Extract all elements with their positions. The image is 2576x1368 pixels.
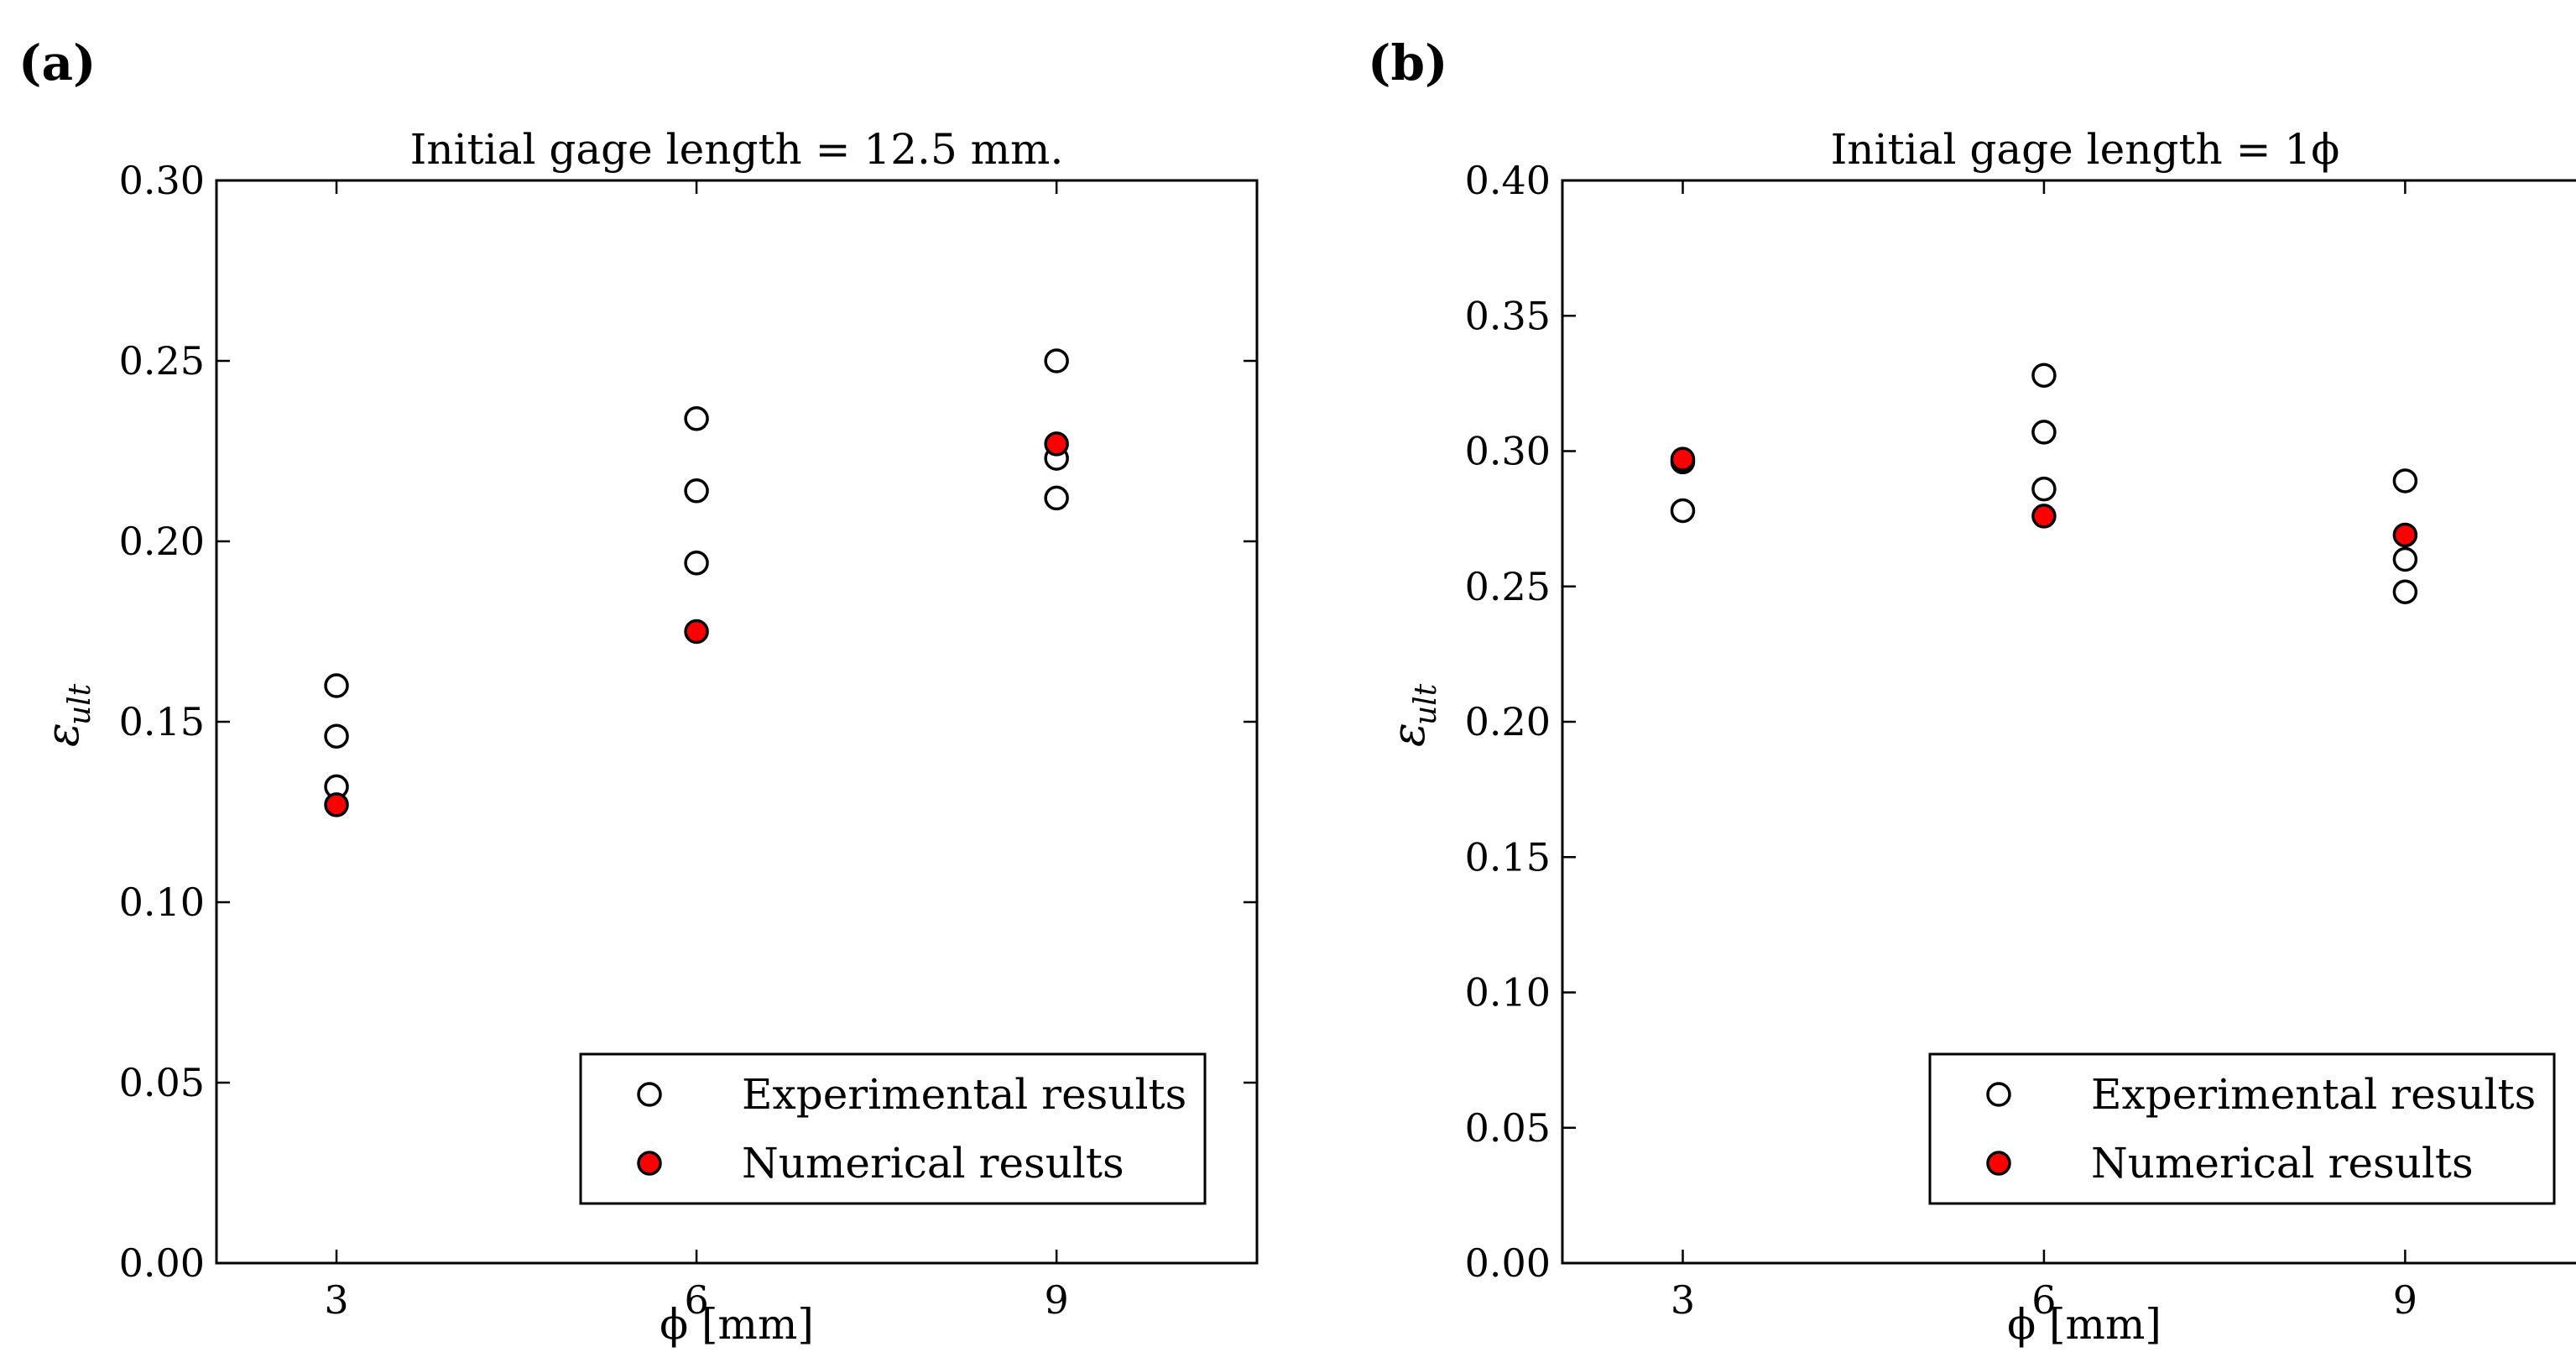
legend-marker bbox=[1986, 1082, 2011, 1107]
y-tick-label: 0.40 bbox=[1465, 158, 1551, 203]
y-tick-label: 0.25 bbox=[119, 338, 205, 384]
y-axis-symbol: ε bbox=[36, 723, 89, 747]
numerical-point bbox=[2031, 504, 2057, 529]
legend-label: Experimental results bbox=[742, 1070, 1186, 1119]
y-tick-label: 0.15 bbox=[1465, 834, 1551, 880]
chart-panel-b: (b) Initial gage length = 1ϕ 0.00 0.05 0.10 0… bbox=[1368, 34, 2576, 1349]
numerical-point bbox=[324, 792, 349, 817]
x-tick-label: 6 bbox=[684, 1277, 708, 1323]
chart-panel-a: (a) Initial gage length = 12.5 mm. 0.00 0.0… bbox=[18, 34, 1259, 1349]
experimental-point bbox=[2392, 468, 2418, 493]
x-tick-label: 9 bbox=[1045, 1277, 1069, 1323]
y-tick-label: 0.20 bbox=[1465, 699, 1551, 744]
y-axis-subscript: ult bbox=[1409, 683, 1443, 725]
y-tick-label: 0.00 bbox=[119, 1240, 205, 1286]
y-tick-label: 0.05 bbox=[1465, 1105, 1551, 1151]
y-tick-label: 0.30 bbox=[1465, 429, 1551, 474]
y-tick-label: 0.00 bbox=[1465, 1240, 1551, 1286]
x-tick-label: 3 bbox=[324, 1277, 348, 1323]
y-tick-label: 0.30 bbox=[119, 158, 205, 203]
legend-label: Numerical results bbox=[742, 1139, 1124, 1188]
x-tick-label: 6 bbox=[2031, 1277, 2056, 1323]
y-tick-label: 0.25 bbox=[1465, 564, 1551, 609]
experimental-point bbox=[2392, 579, 2418, 604]
experimental-point bbox=[684, 406, 709, 431]
legend-box bbox=[579, 1052, 1207, 1205]
numerical-point bbox=[1044, 431, 1069, 457]
legend-marker bbox=[637, 1082, 662, 1107]
numerical-point bbox=[684, 619, 709, 645]
numerical-point bbox=[2392, 522, 2418, 548]
y-tick-label: 0.10 bbox=[1465, 970, 1551, 1016]
y-tick-label: 0.10 bbox=[119, 880, 205, 925]
experimental-point bbox=[1044, 348, 1069, 373]
chart-title: Initial gage length = 1ϕ bbox=[1831, 125, 2340, 174]
numerical-point bbox=[1670, 446, 1696, 472]
experimental-point bbox=[1044, 485, 1069, 511]
x-axis-label: ϕ [mm] bbox=[660, 1300, 814, 1349]
experimental-point bbox=[684, 478, 709, 504]
experimental-point bbox=[2031, 363, 2057, 388]
y-axis-subscript: ult bbox=[63, 683, 97, 725]
experimental-point bbox=[324, 673, 349, 698]
y-tick-label: 0.35 bbox=[1465, 293, 1551, 338]
x-axis-label: ϕ [mm] bbox=[2007, 1300, 2161, 1349]
y-tick-label: 0.15 bbox=[119, 699, 205, 744]
panel-label: (b) bbox=[1368, 34, 1447, 91]
experimental-point bbox=[2031, 420, 2057, 445]
x-tick-label: 9 bbox=[2393, 1277, 2417, 1323]
legend-marker bbox=[1986, 1151, 2011, 1176]
panel-label: (a) bbox=[18, 34, 96, 91]
y-tick-label: 0.20 bbox=[119, 519, 205, 564]
experimental-point bbox=[324, 723, 349, 749]
experimental-point bbox=[2392, 546, 2418, 572]
experimental-point bbox=[684, 551, 709, 576]
x-tick-label: 3 bbox=[1671, 1277, 1695, 1323]
y-tick-label: 0.05 bbox=[119, 1060, 205, 1105]
legend-box bbox=[1928, 1052, 2556, 1205]
experimental-point bbox=[2031, 476, 2057, 502]
legend-label: Numerical results bbox=[2091, 1139, 2474, 1188]
legend-marker bbox=[637, 1151, 662, 1176]
chart-title: Initial gage length = 12.5 mm. bbox=[410, 125, 1064, 174]
experimental-point bbox=[1670, 498, 1696, 524]
y-axis-symbol: ε bbox=[1382, 723, 1435, 747]
legend-label: Experimental results bbox=[2091, 1070, 2536, 1119]
